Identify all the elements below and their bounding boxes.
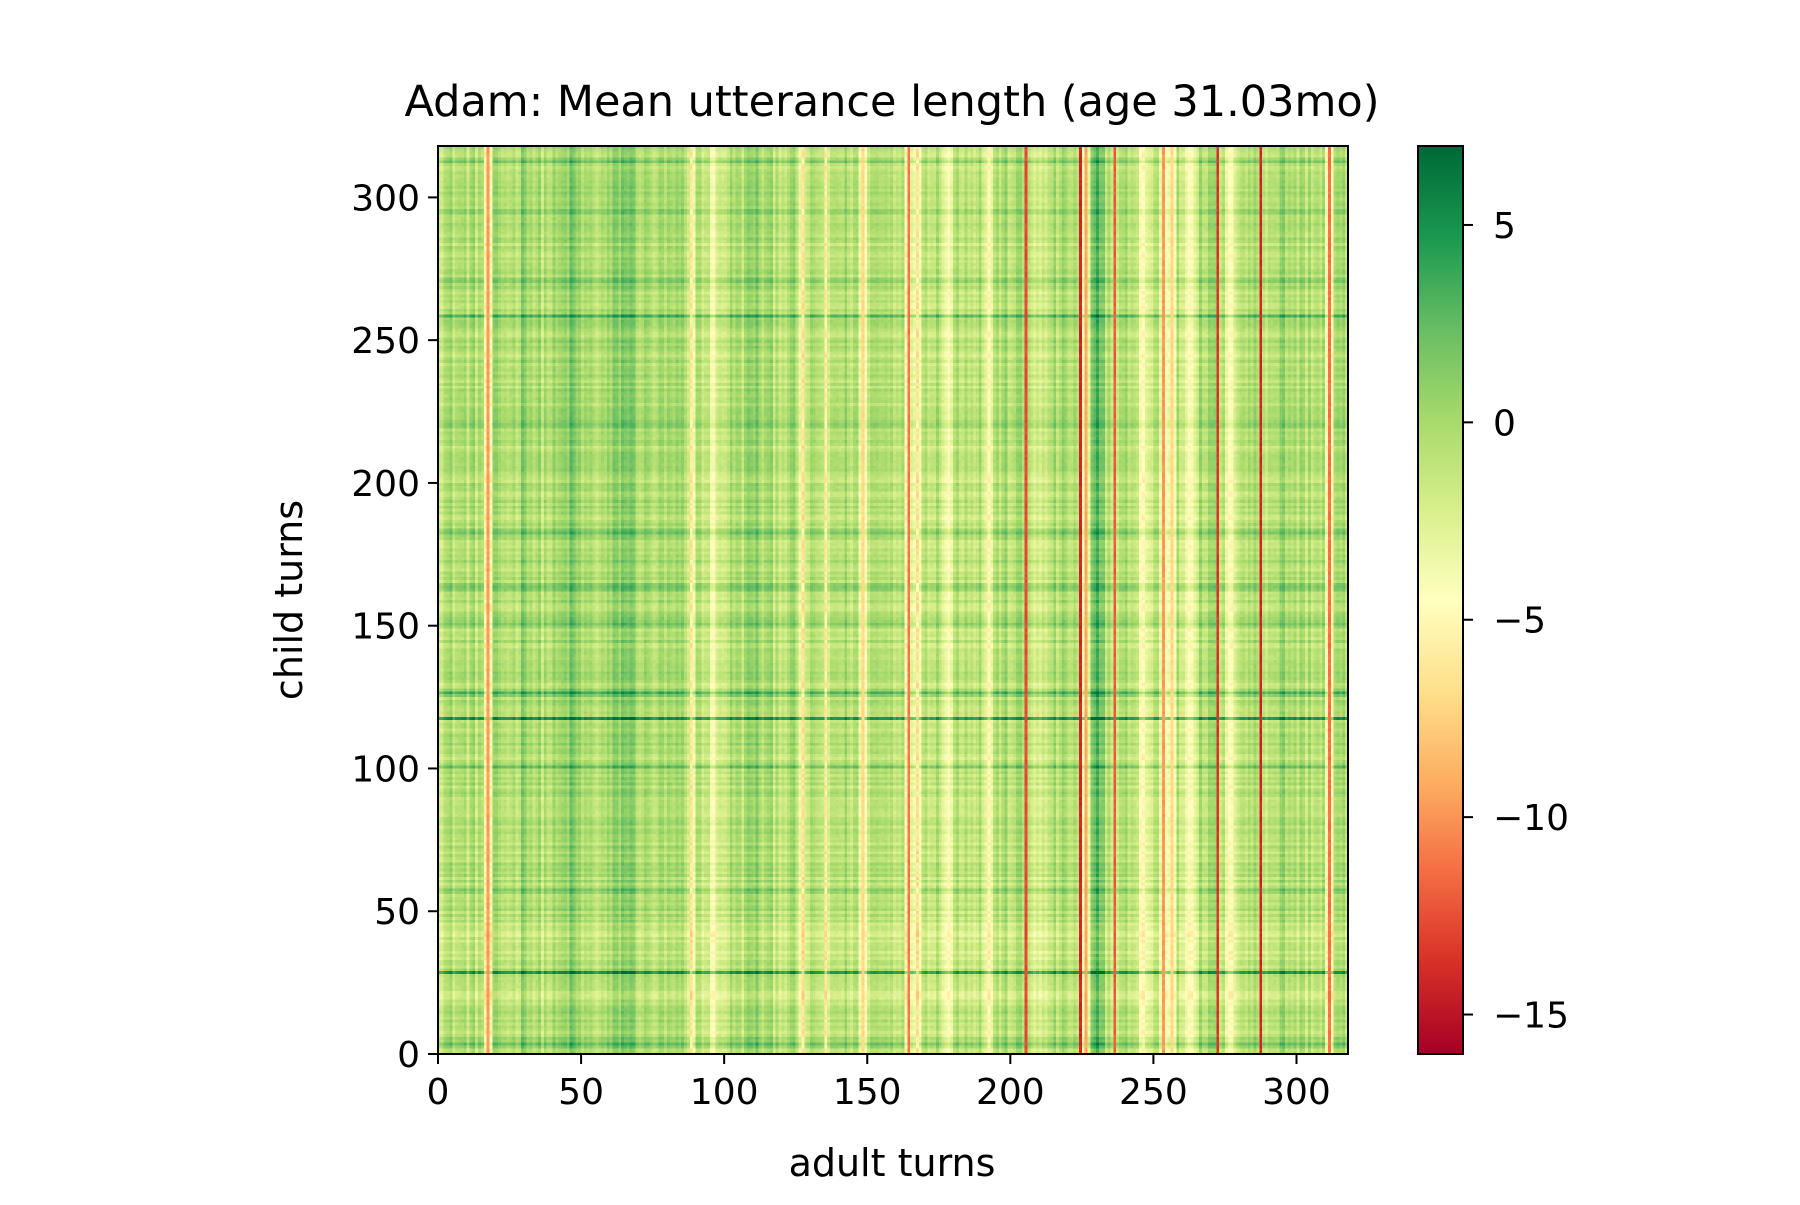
x-axis-ticks: 0 50 100 150 200 250 300: [427, 1054, 1331, 1113]
colorbar-tick-label: −5: [1493, 601, 1546, 642]
y-tick-label: 0: [397, 1035, 420, 1076]
y-tick-label: 50: [374, 892, 420, 933]
colorbar-tick-label: −10: [1493, 798, 1569, 839]
colorbar-tick-label: 5: [1493, 206, 1516, 247]
chart-title: Adam: Mean utterance length (age 31.03mo…: [405, 77, 1380, 127]
y-axis-ticks: 0 50 100 150 200 250 300: [351, 178, 438, 1076]
colorbar-gradient: [1418, 146, 1463, 1054]
x-tick-label: 200: [976, 1072, 1045, 1113]
colorbar-tick-label: 0: [1493, 403, 1516, 444]
y-tick-label: 150: [351, 607, 420, 648]
y-axis-label: child turns: [267, 500, 311, 700]
y-tick-label: 300: [351, 178, 420, 219]
x-tick-label: 0: [427, 1072, 450, 1113]
x-tick-label: 300: [1262, 1072, 1331, 1113]
colorbar-ticks: 5 0 −5 −10 −15: [1463, 206, 1569, 1037]
x-tick-label: 50: [558, 1072, 604, 1113]
colorbar: 5 0 −5 −10 −15: [1417, 145, 1569, 1055]
plot-frame: [437, 145, 1349, 1055]
heatmap-plot-area: [437, 145, 1349, 1055]
y-tick-label: 250: [351, 321, 420, 362]
y-tick-label: 100: [351, 749, 420, 790]
x-tick-label: 250: [1119, 1072, 1188, 1113]
x-tick-label: 100: [690, 1072, 759, 1113]
colorbar-tick-label: −15: [1493, 996, 1569, 1037]
x-axis-label: adult turns: [789, 1141, 996, 1185]
y-tick-label: 200: [351, 464, 420, 505]
heatmap-cells: [438, 146, 1348, 1054]
colorbar-frame: [1417, 145, 1464, 1055]
x-tick-label: 150: [833, 1072, 902, 1113]
